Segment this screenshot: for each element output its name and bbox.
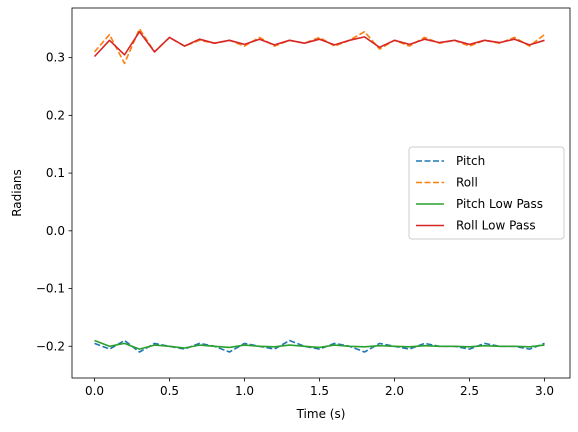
series-layer bbox=[93, 27, 545, 353]
legend-entries: Pitch Roll Pitch Low Pass Roll Low Pass bbox=[416, 154, 543, 233]
y-tick-label: 0.2 bbox=[46, 108, 65, 122]
y-tick-label: −0.1 bbox=[36, 282, 65, 296]
x-tick-label: 0.5 bbox=[160, 384, 179, 398]
x-axis-label: Time (s) bbox=[296, 407, 346, 421]
x-axis-ticks: 0.0 0.5 1.0 1.5 2.0 2.5 3.0 bbox=[85, 378, 554, 398]
x-tick-label: 2.0 bbox=[385, 384, 404, 398]
y-tick-label: 0.0 bbox=[46, 224, 65, 238]
x-tick-label: 0.0 bbox=[85, 384, 104, 398]
y-axis-ticks: −0.2 −0.1 0.0 0.1 0.2 0.3 bbox=[36, 51, 72, 353]
series-line-pitch-low-pass bbox=[94, 339, 545, 350]
legend-label: Pitch Low Pass bbox=[456, 197, 543, 211]
x-tick-label: 1.0 bbox=[235, 384, 254, 398]
x-tick-label: 2.5 bbox=[460, 384, 479, 398]
y-tick-label: 0.1 bbox=[46, 166, 65, 180]
series-line-pitch bbox=[94, 339, 545, 353]
plot-frame bbox=[71, 7, 571, 379]
legend-label: Roll bbox=[456, 176, 478, 190]
y-tick-label: 0.3 bbox=[46, 51, 65, 65]
legend-label: Roll Low Pass bbox=[456, 219, 536, 233]
legend-box bbox=[408, 146, 565, 240]
y-tick-label: −0.2 bbox=[36, 339, 65, 353]
y-axis-label: Radians bbox=[10, 169, 24, 217]
legend: Pitch Roll Pitch Low Pass Roll Low Pass bbox=[408, 146, 565, 240]
series-line-roll-low-pass bbox=[93, 30, 545, 58]
legend-label: Pitch bbox=[456, 154, 485, 168]
x-tick-label: 1.5 bbox=[310, 384, 329, 398]
x-tick-label: 3.0 bbox=[535, 384, 554, 398]
